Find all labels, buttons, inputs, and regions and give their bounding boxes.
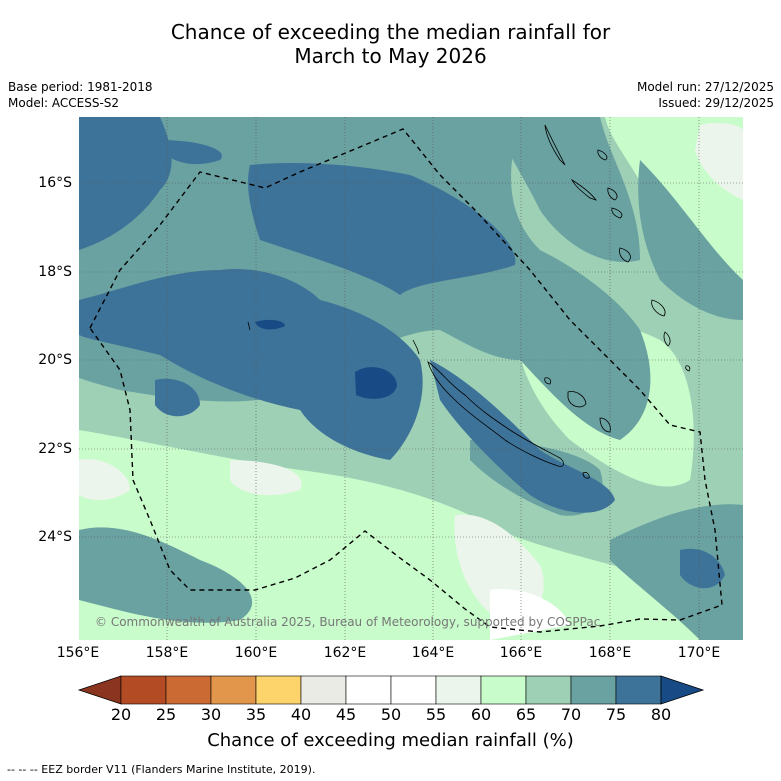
map-title-line1: Chance of exceeding the median rainfall … xyxy=(170,20,611,44)
lon-tick-162: 162°E xyxy=(323,645,367,661)
copyright-text: © Commonwealth of Australia 2025, Bureau… xyxy=(95,615,600,629)
colorbar-bin xyxy=(390,675,437,705)
map-gridlines xyxy=(79,117,743,640)
cb-tick-40: 40 xyxy=(290,705,312,724)
cb-tick-20: 20 xyxy=(110,705,132,724)
lon-tick-158: 158°E xyxy=(145,645,189,661)
map-title-line2: March to May 2026 xyxy=(294,44,487,68)
issued-date: Issued: 29/12/2025 xyxy=(658,96,774,110)
base-period: Base period: 1981-2018 xyxy=(8,80,153,94)
cb-tick-60: 60 xyxy=(470,705,492,724)
lon-tick-156: 156°E xyxy=(56,645,100,661)
lat-tick-16s: 16°S xyxy=(38,175,72,191)
probability-fill xyxy=(79,117,743,640)
model-run: Model run: 27/12/2025 xyxy=(636,80,774,94)
colorbar-bin xyxy=(525,675,572,705)
colorbar-bin xyxy=(300,675,347,705)
lon-tick-170: 170°E xyxy=(677,645,721,661)
lon-tick-168: 168°E xyxy=(588,645,632,661)
colorbar-bin xyxy=(435,675,482,705)
colorbar-bin xyxy=(480,675,527,705)
eez-legend: -- -- -- EEZ border V11 (Flanders Marine… xyxy=(7,763,316,776)
colorbar-label: Chance of exceeding median rainfall (%) xyxy=(207,730,574,751)
colorbar-bin xyxy=(570,675,617,705)
colorbar-bin xyxy=(165,675,212,705)
colorbar-bin xyxy=(210,675,257,705)
model-name: Model: ACCESS-S2 xyxy=(8,96,120,110)
cb-tick-45: 45 xyxy=(335,705,357,724)
coastlines xyxy=(247,124,691,479)
cb-tick-70: 70 xyxy=(560,705,582,724)
lon-tick-164: 164°E xyxy=(411,645,455,661)
colorbar-extend-low xyxy=(77,675,122,705)
colorbar-bin xyxy=(255,675,302,705)
cb-tick-50: 50 xyxy=(380,705,402,724)
lat-tick-18s: 18°S xyxy=(38,264,72,280)
lat-tick-22s: 22°S xyxy=(38,441,72,457)
colorbar-extend-high xyxy=(660,675,705,705)
lon-tick-166: 166°E xyxy=(499,645,543,661)
lat-tick-24s: 24°S xyxy=(38,529,72,545)
cb-tick-80: 80 xyxy=(650,705,672,724)
cb-tick-30: 30 xyxy=(200,705,222,724)
cb-tick-75: 75 xyxy=(605,705,627,724)
cb-tick-25: 25 xyxy=(155,705,177,724)
cb-tick-35: 35 xyxy=(245,705,267,724)
lon-tick-160: 160°E xyxy=(234,645,278,661)
lat-tick-20s: 20°S xyxy=(38,352,72,368)
colorbar xyxy=(77,675,705,705)
cb-tick-55: 55 xyxy=(425,705,447,724)
colorbar-bin xyxy=(345,675,392,705)
colorbar-bin xyxy=(615,675,662,705)
eez-border xyxy=(89,128,723,633)
cb-tick-65: 65 xyxy=(515,705,537,724)
colorbar-bin xyxy=(120,675,167,705)
